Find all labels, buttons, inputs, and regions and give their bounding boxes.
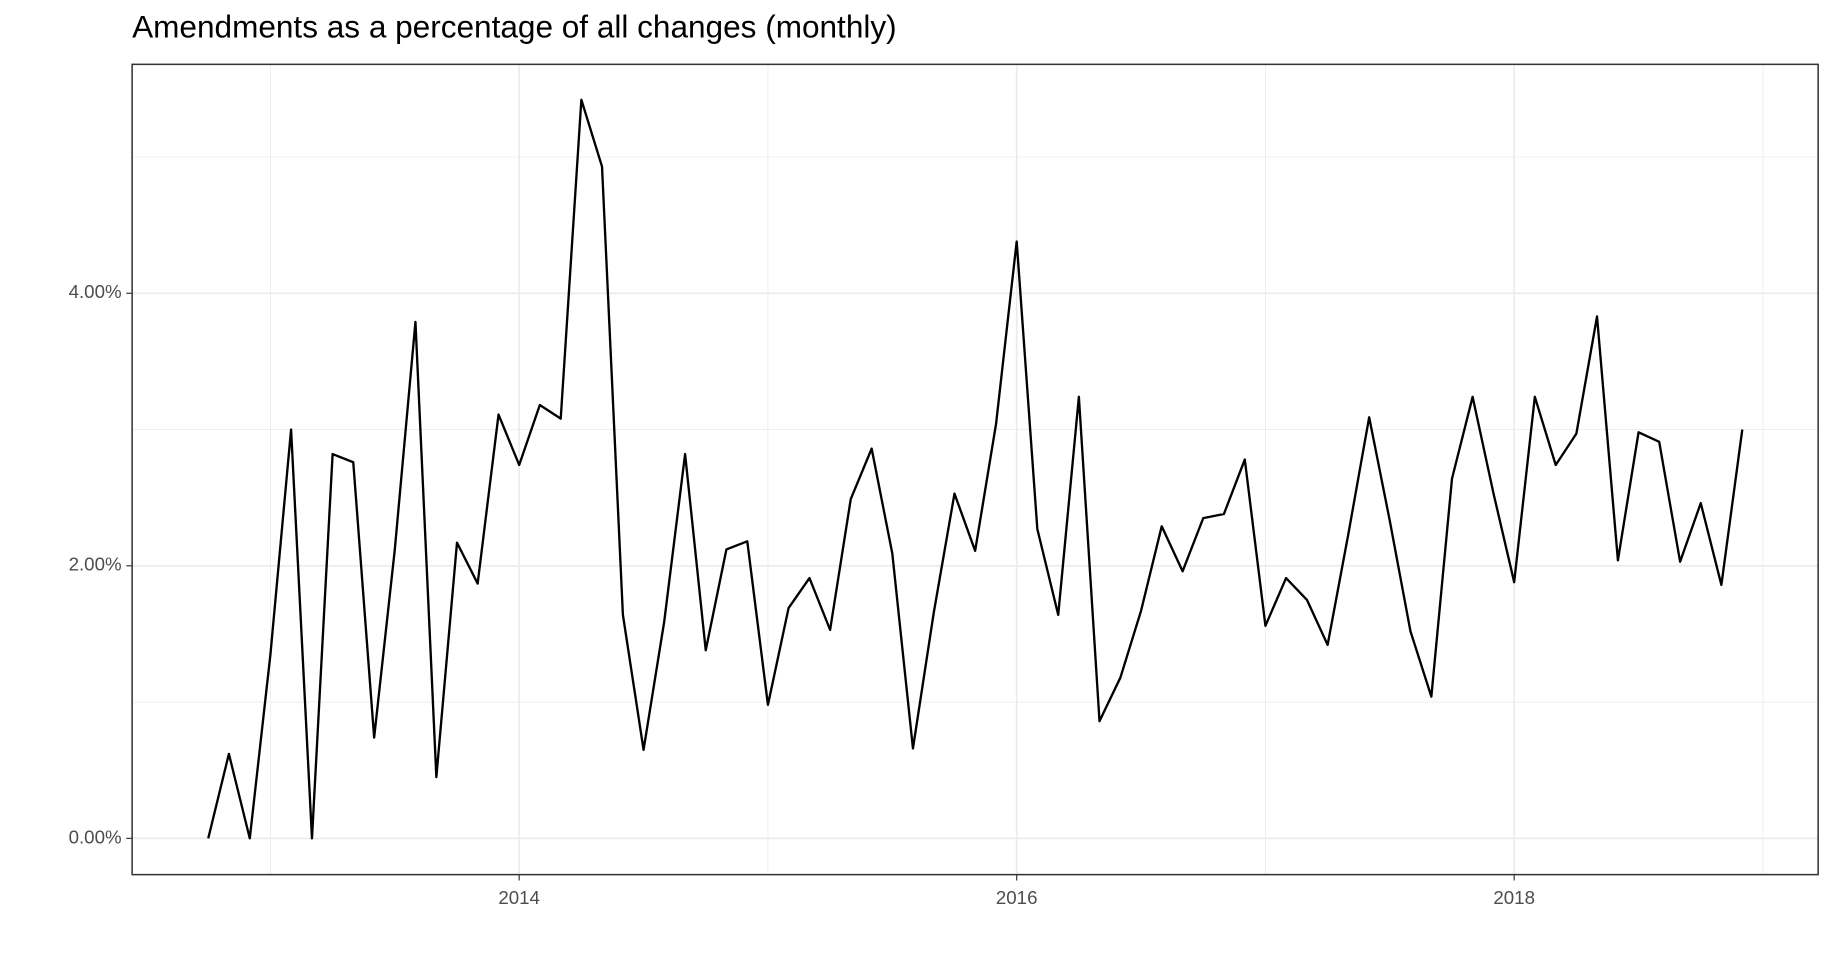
x-tick-label: 2014: [498, 887, 540, 908]
panel-border: [131, 63, 1819, 876]
y-tick-label: 2.00%: [69, 554, 122, 575]
x-tick-label: 2018: [1493, 887, 1535, 908]
y-tick-label: 4.00%: [69, 281, 122, 302]
chart-title: Amendments as a percentage of all change…: [132, 9, 897, 45]
x-tick-label: 2016: [996, 887, 1038, 908]
data-line: [207, 98, 1744, 840]
y-tick-label: 0.00%: [69, 826, 122, 847]
